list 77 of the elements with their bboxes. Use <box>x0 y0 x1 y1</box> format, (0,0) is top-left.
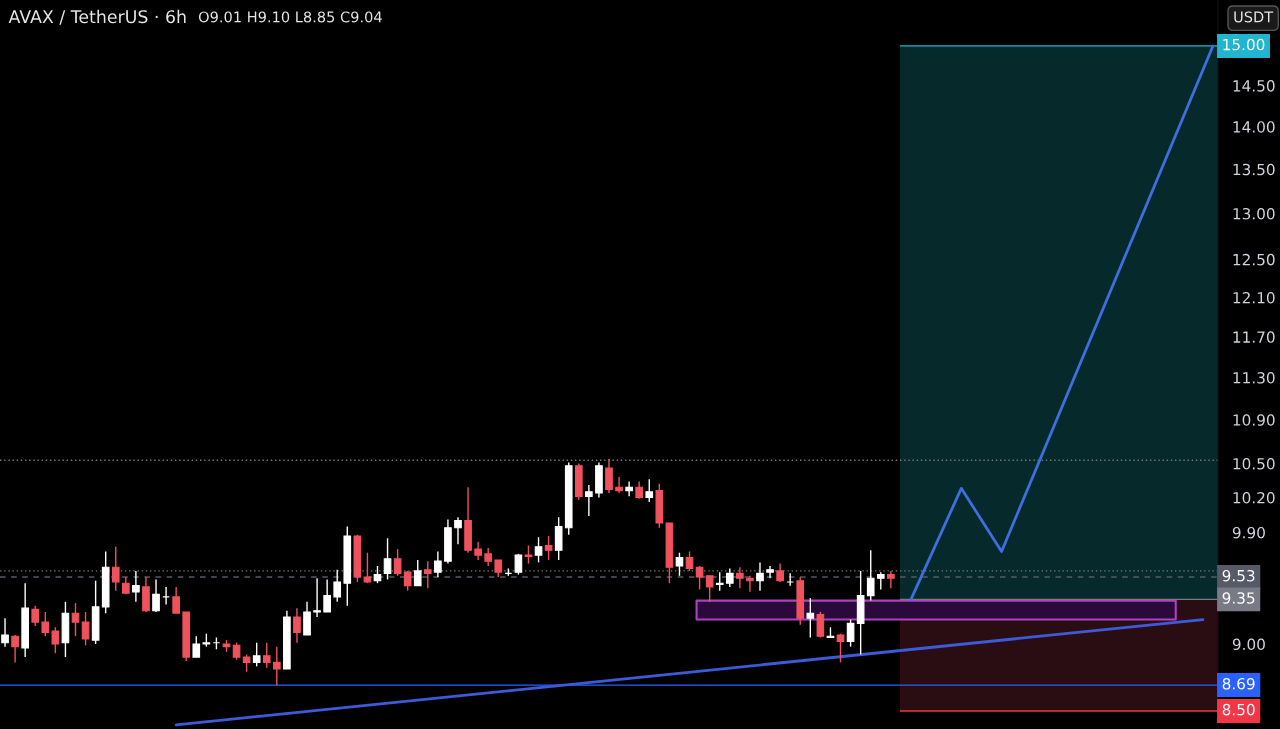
candlestick <box>534 536 543 564</box>
candlestick <box>323 578 331 613</box>
candlestick <box>333 568 342 603</box>
y-tick-label: 11.30 <box>1233 372 1275 384</box>
candlestick <box>725 567 734 588</box>
candlestick <box>585 484 593 517</box>
y-tick-label: 14.00 <box>1233 121 1275 133</box>
y-tick-label: 13.00 <box>1233 207 1275 220</box>
candlestick <box>41 611 50 637</box>
ref-line-label: 8.50 <box>1222 703 1255 716</box>
y-tick-label: 11.70 <box>1233 331 1275 343</box>
y-tick-label: 9.90 <box>1232 526 1265 539</box>
candlestick <box>625 480 633 498</box>
ref-line-label: 9.35 <box>1222 592 1255 604</box>
candlestick <box>111 546 120 592</box>
candlestick <box>81 611 90 647</box>
candlestick <box>393 548 402 577</box>
candlestick <box>695 565 704 591</box>
candlestick <box>605 458 613 494</box>
candlestick <box>866 549 875 602</box>
candlestick <box>484 547 493 567</box>
candlestick <box>887 570 895 589</box>
candlestick <box>142 576 150 613</box>
candlestick <box>1 617 9 648</box>
candlestick <box>31 604 40 627</box>
chart-title: AVAX / TetherUS · 6h <box>8 9 186 25</box>
ref-line-label: 9.53 <box>1222 569 1255 582</box>
candlestick <box>836 632 845 664</box>
text: O9.01 H9.10 L8.85 C9.04 <box>198 11 382 23</box>
candlestick <box>11 634 19 664</box>
candlestick <box>413 559 422 587</box>
candlestick <box>51 626 60 654</box>
candlestick <box>192 635 201 658</box>
candlestick <box>615 476 623 494</box>
y-tick-label: 12.10 <box>1233 291 1275 304</box>
candlestick <box>685 550 694 572</box>
y-tick-label: 9.00 <box>1232 638 1265 651</box>
candlestick <box>71 602 80 637</box>
candlestick <box>454 516 462 546</box>
ref-line-label: 15.00 <box>1223 38 1265 51</box>
candlestick <box>252 642 261 668</box>
candlestick <box>474 541 482 561</box>
candlestick <box>272 645 281 686</box>
candlestick <box>675 552 684 577</box>
candlestick <box>776 562 784 583</box>
candlestick <box>645 478 654 503</box>
candlestick <box>756 561 764 592</box>
candlestick <box>152 578 160 613</box>
y-tick-label: 12.50 <box>1233 253 1275 266</box>
y-tick-label: 10.90 <box>1233 414 1275 426</box>
candlestick <box>313 577 321 618</box>
candlestick <box>262 642 271 669</box>
y-tick-label: 13.50 <box>1233 163 1275 176</box>
candlestick <box>736 566 744 589</box>
candlestick <box>816 611 825 639</box>
candlestick <box>132 570 140 603</box>
ref-line-label: 8.69 <box>1222 677 1255 690</box>
y-tick-label: 10.20 <box>1233 491 1275 504</box>
candlestick <box>172 586 180 614</box>
candlestick <box>846 618 855 648</box>
y-tick-label: 14.50 <box>1233 80 1275 92</box>
candlestick <box>423 560 432 589</box>
candlestick <box>715 571 724 592</box>
candlestick <box>544 535 553 561</box>
candlestick <box>766 565 774 579</box>
y-axis-title: USDT <box>1234 11 1274 23</box>
candlestick <box>303 601 311 636</box>
candlestick <box>554 516 563 561</box>
candlestick <box>383 537 392 581</box>
candlestick <box>746 575 754 593</box>
candlestick <box>434 550 442 578</box>
candlestick <box>705 575 714 603</box>
candlestick <box>524 544 533 565</box>
candlestick <box>363 552 372 584</box>
candlestick <box>806 597 815 639</box>
candlestick <box>293 607 301 644</box>
y-tick-label: 10.50 <box>1233 458 1275 470</box>
